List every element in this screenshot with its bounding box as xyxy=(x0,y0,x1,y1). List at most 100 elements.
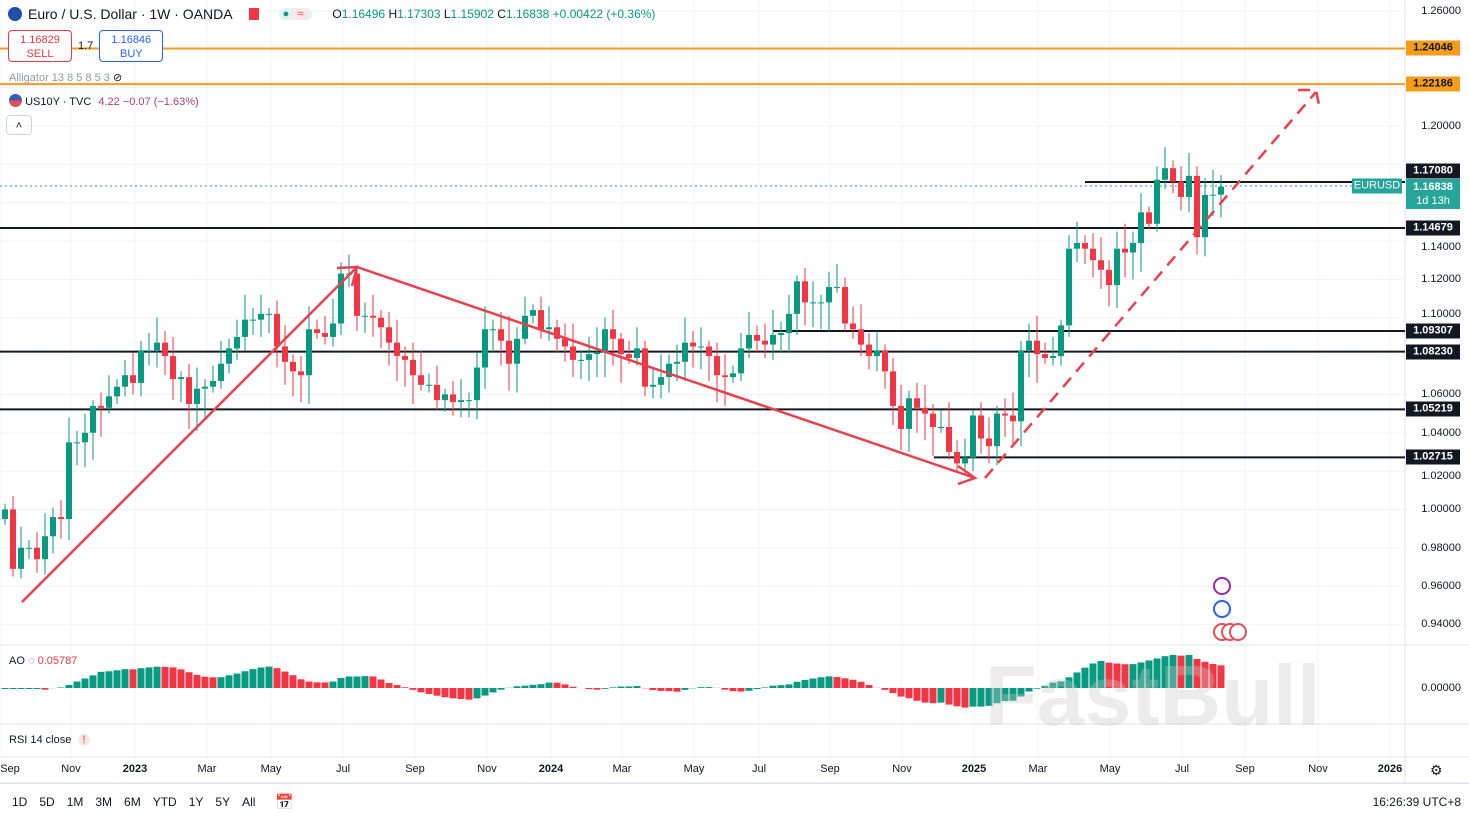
ao-bar xyxy=(265,666,273,688)
candle-body xyxy=(98,405,104,408)
alligator-legend[interactable]: Alligator 13 8 5 8 5 3 ⊘ xyxy=(9,72,123,84)
candle-body xyxy=(74,442,80,444)
current-price-tag: 1.16838 1d 13h xyxy=(1406,179,1460,209)
collapse-legend-button[interactable]: ˄ xyxy=(6,115,32,135)
candle-body xyxy=(962,457,968,464)
sell-button[interactable]: 1.16829 SELL xyxy=(8,30,72,62)
arrow-head xyxy=(336,265,359,287)
ao-bar xyxy=(777,685,785,688)
candle-body xyxy=(466,400,472,402)
candle-body xyxy=(642,348,648,387)
ao-bar xyxy=(937,688,945,703)
candle-body xyxy=(538,310,544,330)
ao-bar xyxy=(417,688,425,693)
candle-body xyxy=(938,426,944,428)
ao-bar xyxy=(841,678,849,688)
ao-legend[interactable]: AO ◌ 0.05787 xyxy=(9,655,78,667)
candle-body xyxy=(1162,168,1168,180)
range-button-1y[interactable]: 1Y xyxy=(188,795,204,809)
ao-bar xyxy=(249,669,257,688)
bottom-toolbar: 1D 5D 1M 3M 6M YTD 1Y 5Y All 📅 16:26:39 UTC+8 xyxy=(0,783,1469,820)
range-button-all[interactable]: All xyxy=(242,795,256,809)
symbol-title[interactable]: Euro / U.S. Dollar · 1W · OANDA xyxy=(28,6,233,22)
ao-bar xyxy=(865,685,873,688)
us10y-legend[interactable]: US10Y · TVC 4.22 −0.07 (−1.63%) xyxy=(9,94,199,108)
ao-bar xyxy=(745,688,753,691)
candle-body xyxy=(1074,242,1080,249)
candle-body xyxy=(306,329,312,376)
date-range-icon[interactable]: 📅 xyxy=(275,794,295,811)
candle-body xyxy=(202,386,208,389)
candle-body xyxy=(434,384,440,401)
arrow-head xyxy=(957,464,978,486)
symbol-legend: Euro / U.S. Dollar · 1W · OANDA ● ≈ O1.1… xyxy=(8,6,655,22)
candle-body xyxy=(954,451,960,464)
candle-body xyxy=(546,327,552,330)
candle-body xyxy=(1154,179,1160,224)
candle-body xyxy=(130,375,136,383)
hidden-eye-icon[interactable]: ⊘ xyxy=(112,72,123,84)
ao-bar xyxy=(297,679,305,688)
range-button-5d[interactable]: 5D xyxy=(39,795,55,809)
candle-body xyxy=(394,342,400,357)
ao-bar xyxy=(185,672,193,688)
ao-bar xyxy=(897,688,905,697)
ao-bar xyxy=(681,688,689,690)
candle-body xyxy=(410,359,416,376)
range-button-1m[interactable]: 1M xyxy=(66,795,84,809)
candle-body xyxy=(690,342,696,347)
price-axis-label: 1.04000 xyxy=(1421,426,1461,439)
ao-bar xyxy=(1209,664,1217,688)
candle-body xyxy=(682,342,688,362)
flag-icon[interactable] xyxy=(248,8,259,20)
candle-body xyxy=(1130,242,1136,253)
candle-body xyxy=(1186,175,1192,197)
candle-body xyxy=(874,350,880,357)
candle-body xyxy=(474,367,480,401)
candle-body xyxy=(226,348,232,364)
range-button-6m[interactable]: 6M xyxy=(124,795,141,809)
ao-bar xyxy=(489,688,497,693)
candle-body xyxy=(194,388,200,404)
range-button-ytd[interactable]: YTD xyxy=(152,795,177,809)
chart-canvas[interactable] xyxy=(0,0,1469,783)
candle-body xyxy=(818,302,824,304)
market-status-badge[interactable]: ● ≈ xyxy=(278,8,313,20)
candle-body xyxy=(170,356,176,380)
candle-body xyxy=(986,438,992,447)
candle-body xyxy=(1098,260,1104,270)
candle-body xyxy=(754,334,760,341)
candle-body xyxy=(290,361,296,372)
ao-bar xyxy=(41,688,49,690)
candle-body xyxy=(354,273,360,316)
buy-button[interactable]: 1.16846 BUY xyxy=(99,30,164,62)
ao-bar xyxy=(441,688,449,698)
rsi-legend[interactable]: RSI 14 close ! xyxy=(9,734,90,746)
range-button-3m[interactable]: 3M xyxy=(95,795,113,809)
ao-bar xyxy=(145,667,153,688)
candle-body xyxy=(26,547,32,549)
candle-body xyxy=(426,384,432,386)
settings-icon[interactable]: ⚙ xyxy=(1430,762,1443,778)
level-price-tag: 1.05219 xyxy=(1406,401,1460,417)
range-button-1d[interactable]: 1D xyxy=(12,795,28,809)
ao-bar xyxy=(257,667,265,688)
event-icon xyxy=(1213,577,1231,595)
ao-bar xyxy=(473,688,481,699)
ao-bar xyxy=(497,688,505,690)
candle-body xyxy=(578,359,584,361)
candle-body xyxy=(634,348,640,358)
candle-body xyxy=(138,350,144,383)
ao-bar xyxy=(545,682,553,688)
candle-body xyxy=(10,509,16,569)
ao-bar xyxy=(321,682,329,688)
ao-bar xyxy=(1057,681,1065,688)
event-icon xyxy=(1229,623,1247,641)
candle-body xyxy=(746,334,752,349)
ao-bar xyxy=(801,679,809,688)
candle-body xyxy=(602,329,608,353)
range-button-5y[interactable]: 5Y xyxy=(215,795,231,809)
clock[interactable]: 16:26:39 UTC+8 xyxy=(1372,795,1461,809)
ao-axis-label: 0.00000 xyxy=(1421,682,1461,694)
time-axis-label: May xyxy=(683,763,705,775)
